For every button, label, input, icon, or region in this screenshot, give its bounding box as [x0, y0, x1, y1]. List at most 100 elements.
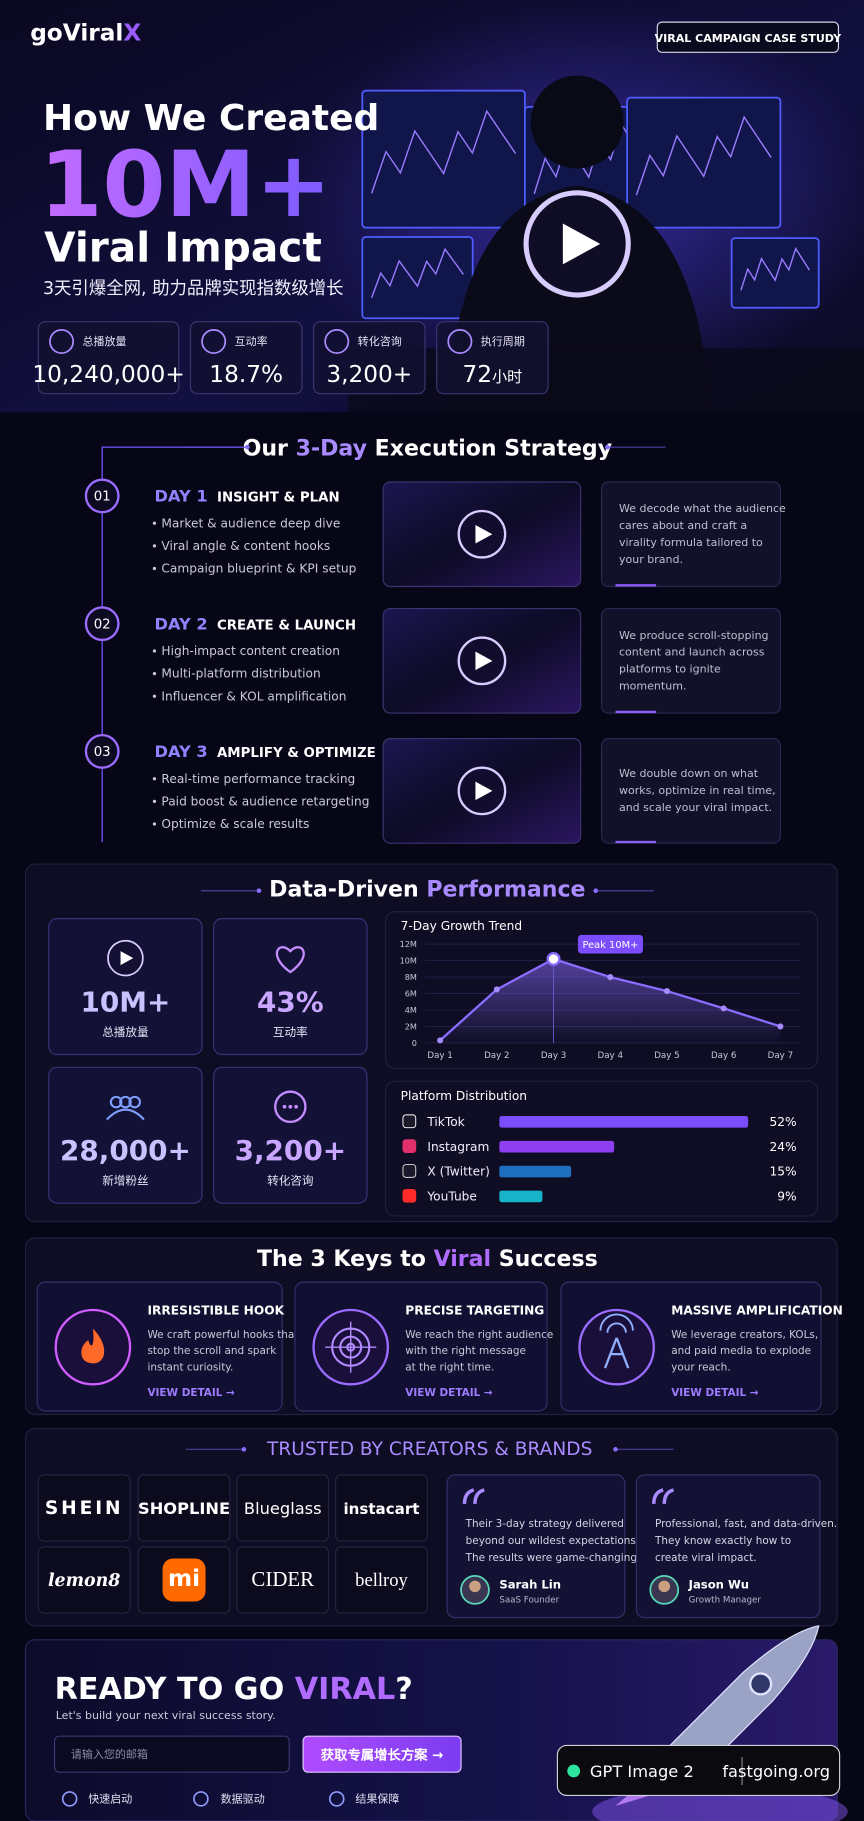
performance-title-part: Performance — [426, 878, 585, 903]
email-input[interactable] — [54, 1735, 290, 1773]
key-desc: with the right message — [405, 1345, 526, 1357]
step-day: DAY 3 — [154, 742, 207, 761]
step-heading: DAY 2 CREATE & LAUNCH — [154, 614, 356, 633]
quote-mark — [652, 1488, 675, 1504]
step-number: 01 — [94, 490, 111, 505]
brand-logo: lemon8 — [48, 1571, 120, 1591]
hero-subtitle: 3天引爆全网, 助力品牌实现指数级增长 — [43, 279, 344, 299]
strategy-title-part: 3-Day — [296, 436, 367, 461]
bar-value-label: 15% — [770, 1165, 797, 1179]
watermark-dot — [567, 1764, 581, 1778]
testimonial-card — [446, 1474, 626, 1619]
brand-logo: CIDER — [251, 1567, 314, 1591]
strategy-title: Our 3-Day Execution Strategy — [243, 436, 612, 461]
logo-accent: X — [123, 20, 141, 47]
key-desc: instant curiosity. — [147, 1361, 233, 1373]
testimonial-card — [635, 1474, 821, 1619]
x-tick-label: Day 2 — [484, 1051, 509, 1061]
step-bullet: Influencer & KOL amplification — [161, 689, 346, 703]
keys-title-part: Viral — [434, 1247, 492, 1272]
badge-text: VIRAL CAMPAIGN CASE STUDY — [655, 32, 842, 45]
icon-waves — [599, 1313, 634, 1331]
key-link[interactable]: VIEW DETAIL → — [405, 1387, 493, 1399]
key-desc: at the right time. — [405, 1361, 494, 1373]
testimonial-quote: create viral impact. — [655, 1552, 757, 1564]
hero-line3: Viral Impact — [44, 223, 322, 271]
cta-title: READY TO GO VIRAL? — [55, 1672, 413, 1707]
logo-card — [236, 1474, 330, 1542]
cta-feature: 数据驱动 — [221, 1791, 265, 1805]
key-name: PRECISE TARGETING — [405, 1304, 544, 1318]
step-name: INSIGHT & PLAN — [217, 491, 340, 506]
stat-label: 执行周期 — [481, 334, 525, 348]
line-point — [493, 986, 500, 993]
cta-button[interactable] — [302, 1735, 462, 1773]
cta-title-part: VIRAL — [295, 1672, 395, 1707]
chart-title: 7-Day Growth Trend — [401, 919, 522, 933]
y-tick-label: 0 — [412, 1038, 417, 1048]
line-point — [663, 988, 670, 995]
stat-card — [436, 321, 549, 395]
kpi-value: 28,000+ — [60, 1134, 191, 1167]
feature-icon — [61, 1791, 78, 1807]
step-desc: cares about and craft a — [619, 519, 747, 532]
testimonial-quote: beyond our wildest expectations. — [466, 1535, 639, 1547]
keys-title-part: The 3 Keys to — [257, 1247, 434, 1272]
quote-mark — [462, 1488, 485, 1504]
bullet-dot — [152, 671, 157, 676]
play-icon — [562, 223, 601, 265]
feature-icon — [193, 1791, 209, 1807]
title-deco-dot — [613, 1447, 618, 1452]
step-desc: momentum. — [619, 680, 687, 693]
bar-value-label: 24% — [770, 1140, 797, 1154]
step-desc: your brand. — [619, 553, 683, 566]
testimonial-role: Growth Manager — [689, 1596, 762, 1606]
kpi-card — [48, 1066, 203, 1204]
title-deco-dot — [241, 1447, 247, 1452]
platform-icon — [402, 1164, 417, 1178]
annotation: Peak 10M+ — [583, 940, 639, 951]
testimonial-quote: They know exactly how to — [654, 1535, 791, 1547]
step-desc-card — [600, 607, 781, 714]
stat-label: 互动率 — [235, 334, 268, 348]
bar-value-label: 52% — [770, 1115, 797, 1129]
key-icon-ring — [578, 1308, 655, 1386]
stat-value-unit: 小时 — [492, 368, 522, 386]
play-icon — [120, 951, 134, 966]
x-tick-label: Day 5 — [654, 1051, 679, 1061]
bullet-dot — [152, 649, 157, 653]
bar — [499, 1116, 749, 1128]
monitor — [361, 89, 526, 229]
logo-card — [236, 1546, 330, 1614]
y-tick-label: 6M — [405, 988, 417, 998]
line-point — [720, 1005, 727, 1012]
platform-icon — [402, 1188, 417, 1203]
key-link[interactable]: VIEW DETAIL → — [671, 1387, 759, 1399]
x-tick-label: Day 6 — [711, 1051, 736, 1061]
kpi-value: 3,200+ — [235, 1134, 346, 1167]
bar-category: Instagram — [427, 1140, 489, 1154]
desk — [348, 348, 864, 413]
stat-card — [189, 321, 303, 395]
logo-card — [37, 1546, 131, 1614]
key-name: IRRESISTIBLE HOOK — [147, 1304, 284, 1318]
bar — [499, 1140, 615, 1153]
step-desc: We decode what the audience — [619, 502, 786, 515]
step-desc: content and launch across — [619, 646, 765, 659]
x-tick-label: Day 1 — [427, 1051, 452, 1061]
step-bullet: Paid boost & audience retargeting — [161, 794, 369, 808]
key-link[interactable]: VIEW DETAIL → — [147, 1387, 235, 1399]
x-tick-label: Day 7 — [768, 1051, 793, 1061]
bar — [499, 1190, 543, 1203]
bullet-dot — [152, 777, 157, 781]
icon-waves — [606, 1322, 627, 1333]
trusted-title: TRUSTED BY CREATORS & BRANDS — [266, 1439, 592, 1460]
icon-people — [109, 1095, 123, 1109]
performance-title: Data-Driven Performance — [269, 878, 585, 903]
brand-logo: bellroy — [355, 1570, 408, 1591]
bar-category: YouTube — [426, 1189, 477, 1203]
stat-icon — [201, 328, 227, 354]
bar-value-label: 9% — [777, 1189, 796, 1203]
bar — [499, 1165, 572, 1178]
